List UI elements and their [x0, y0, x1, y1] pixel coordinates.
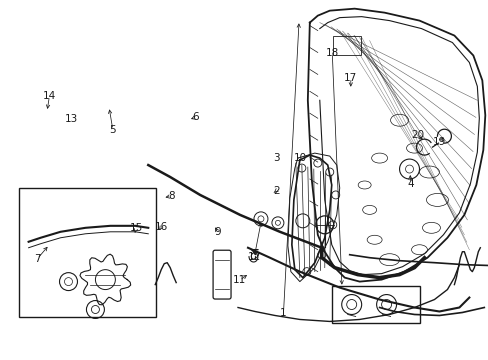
Text: 1: 1 — [280, 308, 286, 318]
Text: 19: 19 — [432, 138, 445, 147]
Text: 16: 16 — [155, 222, 168, 231]
Bar — [331, 285, 419, 323]
Text: 8: 8 — [168, 191, 174, 201]
Text: 4: 4 — [406, 179, 413, 189]
Text: 15: 15 — [129, 224, 142, 233]
Text: 5: 5 — [109, 125, 116, 135]
Text: 12: 12 — [247, 252, 260, 262]
Bar — [19, 188, 156, 318]
Text: 2: 2 — [272, 186, 279, 196]
Text: 9: 9 — [214, 227, 221, 237]
Text: 3: 3 — [272, 153, 279, 163]
Text: 17: 17 — [344, 73, 357, 83]
Text: 20: 20 — [410, 130, 423, 140]
Text: 11: 11 — [232, 275, 246, 285]
Text: 7: 7 — [34, 254, 41, 264]
Text: 13: 13 — [64, 114, 78, 124]
Text: 10: 10 — [293, 153, 306, 163]
Bar — [332, 36, 360, 55]
Text: 14: 14 — [43, 91, 56, 101]
Text: 6: 6 — [192, 112, 199, 122]
Text: 18: 18 — [325, 48, 338, 58]
